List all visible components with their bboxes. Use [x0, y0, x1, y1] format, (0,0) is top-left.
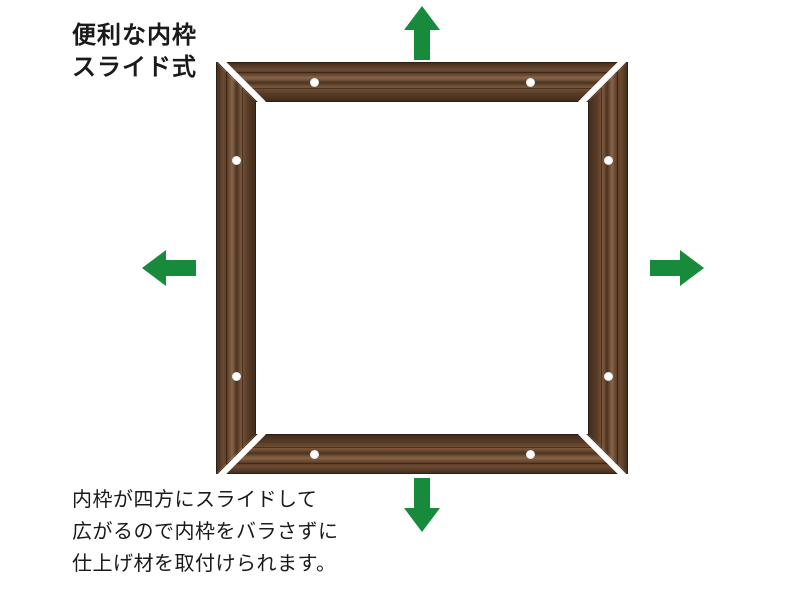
screw-hole	[310, 78, 319, 87]
sliding-inner-frame	[216, 62, 628, 474]
frame-rail-bottom	[216, 434, 628, 474]
screw-hole	[526, 78, 535, 87]
frame-rail-right	[588, 62, 628, 474]
title-line2: スライド式	[72, 52, 197, 84]
title-line1: 便利な内枠	[72, 20, 197, 52]
caption-line2: 広がるので内枠をバラさずに	[72, 516, 339, 548]
caption-block: 内枠が四方にスライドして 広がるので内枠をバラさずに 仕上げ材を取付けられます。	[72, 484, 339, 580]
caption-line1: 内枠が四方にスライドして	[72, 484, 339, 516]
arrow-up-icon	[404, 6, 440, 60]
screw-hole	[604, 372, 613, 381]
screw-hole	[232, 156, 241, 165]
arrow-left-icon	[142, 250, 196, 286]
screw-hole	[526, 450, 535, 459]
diagram-stage: 便利な内枠 スライド式	[0, 0, 800, 600]
screw-hole	[604, 156, 613, 165]
frame-rail-top	[216, 62, 628, 102]
title-block: 便利な内枠 スライド式	[72, 20, 197, 85]
arrow-down-icon	[404, 478, 440, 532]
screw-hole	[310, 450, 319, 459]
screw-hole	[232, 372, 241, 381]
frame-rail-left	[216, 62, 256, 474]
caption-line3: 仕上げ材を取付けられます。	[72, 548, 339, 580]
arrow-right-icon	[650, 250, 704, 286]
